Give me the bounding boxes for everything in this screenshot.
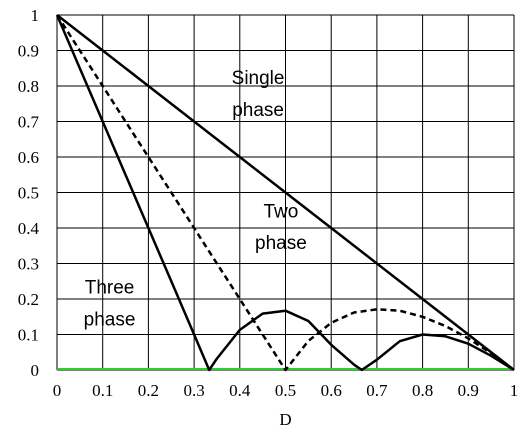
annotation-three: Three — [85, 278, 135, 299]
series-group — [55, 14, 515, 372]
y-tick-label: 0.6 — [18, 148, 39, 167]
y-tick-label: 0.7 — [18, 113, 40, 132]
x-tick-label: 0.2 — [138, 381, 159, 400]
x-tick-label: 0.4 — [229, 381, 251, 400]
x-tick-label: 0.5 — [275, 381, 296, 400]
y-tick-label: 0.9 — [18, 42, 39, 61]
x-tick-label: 0.3 — [183, 381, 204, 400]
x-tick-label: 0.1 — [92, 381, 113, 400]
y-tick-label: 0.1 — [18, 326, 39, 345]
y-tick-labels: 0 0.1 0.2 0.3 0.4 0.5 0.6 0.7 0.8 0.9 1 — [18, 6, 40, 380]
y-tick-label: 0.2 — [18, 290, 39, 309]
annotations: Single phase Two phase Three phase — [84, 68, 307, 330]
x-axis-label: D — [279, 410, 291, 429]
series-line-single — [56, 14, 515, 371]
series-line-three — [55, 14, 515, 372]
grid — [56, 14, 515, 371]
series-line-two — [55, 14, 515, 372]
y-tick-label: 0 — [31, 361, 40, 380]
annotation-two: Two — [264, 201, 299, 222]
x-tick-label: 0.6 — [321, 381, 342, 400]
x-tick-label: 0.7 — [366, 381, 388, 400]
x-tick-labels: 0 0.1 0.2 0.3 0.4 0.5 0.6 0.7 0.8 0.9 1 — [53, 381, 519, 400]
annotation-two: phase — [255, 233, 307, 254]
annotation-three: phase — [84, 310, 136, 331]
y-tick-label: 0.5 — [18, 184, 39, 203]
y-tick-label: 0.8 — [18, 77, 39, 96]
x-tick-label: 0.8 — [412, 381, 433, 400]
x-tick-label: 0 — [53, 381, 62, 400]
annotation-single: phase — [232, 100, 284, 121]
x-tick-label: 0.9 — [458, 381, 479, 400]
annotation-single: Single — [232, 68, 285, 89]
y-tick-label: 0.3 — [18, 255, 39, 274]
x-tick-label: 1 — [510, 381, 519, 400]
y-tick-label: 1 — [31, 6, 40, 25]
y-tick-label: 0.4 — [18, 219, 40, 238]
